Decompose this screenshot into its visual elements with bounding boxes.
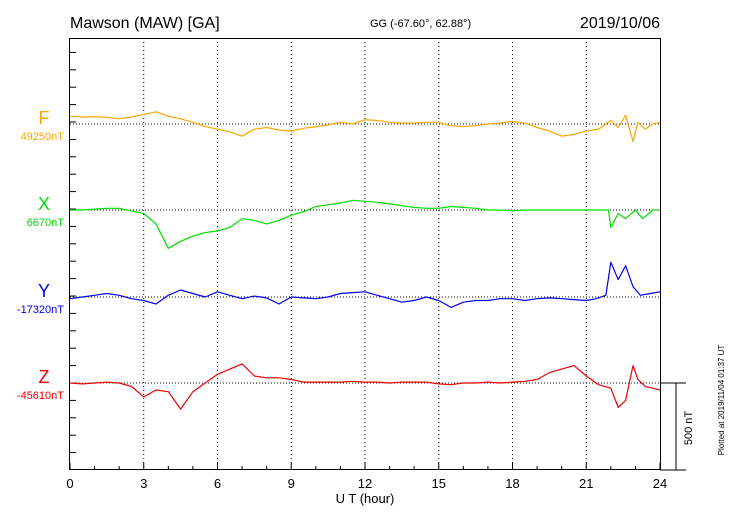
series-line-z [69, 363, 661, 410]
x-tick-label: 6 [214, 476, 221, 491]
x-tick-label: 0 [66, 476, 73, 491]
series-labels: F 49250nT X 6670nT Y -17320nT Z -45610nT [17, 108, 64, 402]
series-baseline-x: 6670nT [27, 217, 65, 229]
series-baseline-y: -17320nT [17, 304, 64, 316]
grid-lines [143, 38, 587, 469]
series-name-y: Y [38, 281, 50, 301]
series-group [69, 111, 661, 410]
station-coords: GG (-67.60°, 62.88°) [370, 18, 471, 30]
plot-date: 2019/10/06 [580, 15, 660, 32]
series-baseline-f: 49250nT [21, 131, 65, 143]
series-line-y [69, 261, 661, 308]
x-tick-label: 21 [579, 476, 593, 491]
x-tick-label: 18 [505, 476, 519, 491]
x-tick-label: 15 [432, 476, 446, 491]
scale-bar-label: 500 nT [683, 411, 695, 446]
x-axis-label: U T (hour) [336, 491, 395, 506]
left-ticks [70, 51, 76, 454]
plotted-at-note: Plotted at 2019/11/04 01:37 UT [717, 345, 726, 456]
x-tick-label: 9 [288, 476, 295, 491]
x-tick-label: 24 [653, 476, 667, 491]
series-name-x: X [38, 194, 50, 214]
x-axis: 0 3 6 9 12 15 18 21 24 [66, 463, 667, 491]
x-tick-label: 12 [358, 476, 372, 491]
station-title: Mawson (MAW) [GA] [70, 15, 220, 32]
scale-bar: 500 nT [660, 382, 695, 471]
series-name-z: Z [39, 367, 50, 387]
series-line-x [70, 199, 660, 249]
x-tick-label: 3 [140, 476, 147, 491]
series-baseline-z: -45610nT [17, 390, 64, 402]
series-name-f: F [39, 108, 50, 128]
series-line-f [69, 111, 661, 142]
